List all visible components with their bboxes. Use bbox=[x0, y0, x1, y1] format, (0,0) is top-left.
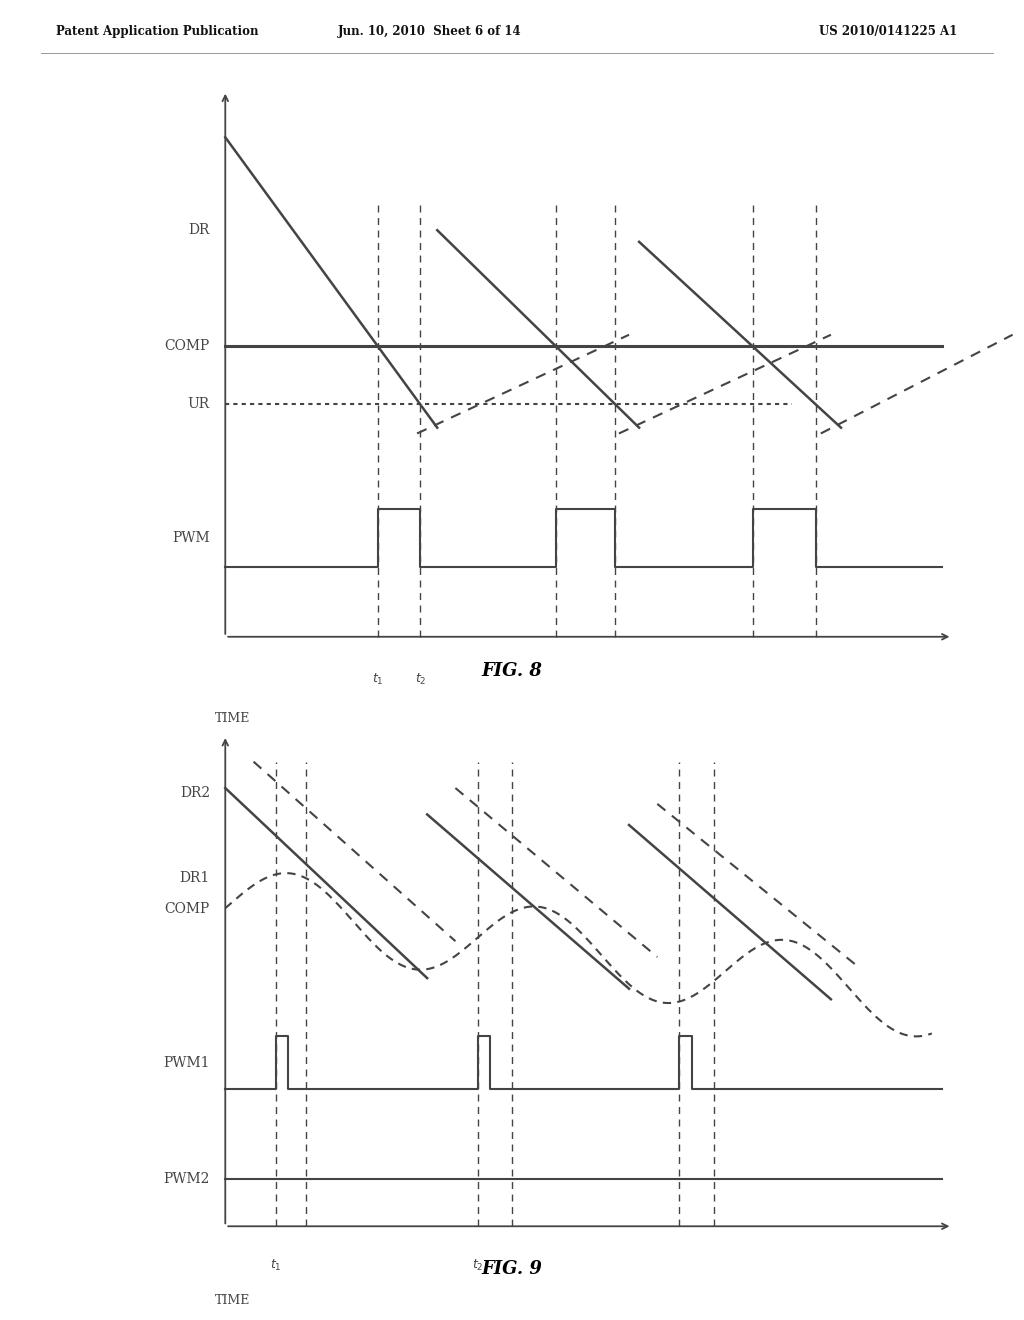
Text: COMP: COMP bbox=[165, 339, 210, 354]
Text: DR: DR bbox=[188, 223, 210, 238]
Text: Patent Application Publication: Patent Application Publication bbox=[56, 25, 259, 38]
Text: UR: UR bbox=[187, 397, 210, 412]
Text: $t_2$: $t_2$ bbox=[415, 672, 426, 686]
Text: COMP: COMP bbox=[165, 903, 210, 916]
Text: $t_1$: $t_1$ bbox=[372, 672, 384, 686]
Text: $t_2$: $t_2$ bbox=[472, 1258, 483, 1272]
Text: TIME: TIME bbox=[215, 711, 251, 725]
Text: Jun. 10, 2010  Sheet 6 of 14: Jun. 10, 2010 Sheet 6 of 14 bbox=[338, 25, 522, 38]
Text: DR2: DR2 bbox=[180, 787, 210, 800]
Text: PWM2: PWM2 bbox=[164, 1172, 210, 1185]
Text: DR1: DR1 bbox=[179, 871, 210, 884]
Text: PWM: PWM bbox=[172, 531, 210, 545]
Text: US 2010/0141225 A1: US 2010/0141225 A1 bbox=[819, 25, 957, 38]
Text: PWM1: PWM1 bbox=[164, 1056, 210, 1069]
Text: $t_1$: $t_1$ bbox=[270, 1258, 282, 1272]
Text: TIME: TIME bbox=[215, 1294, 251, 1307]
Text: FIG. 8: FIG. 8 bbox=[481, 661, 543, 680]
Text: FIG. 9: FIG. 9 bbox=[481, 1259, 543, 1278]
